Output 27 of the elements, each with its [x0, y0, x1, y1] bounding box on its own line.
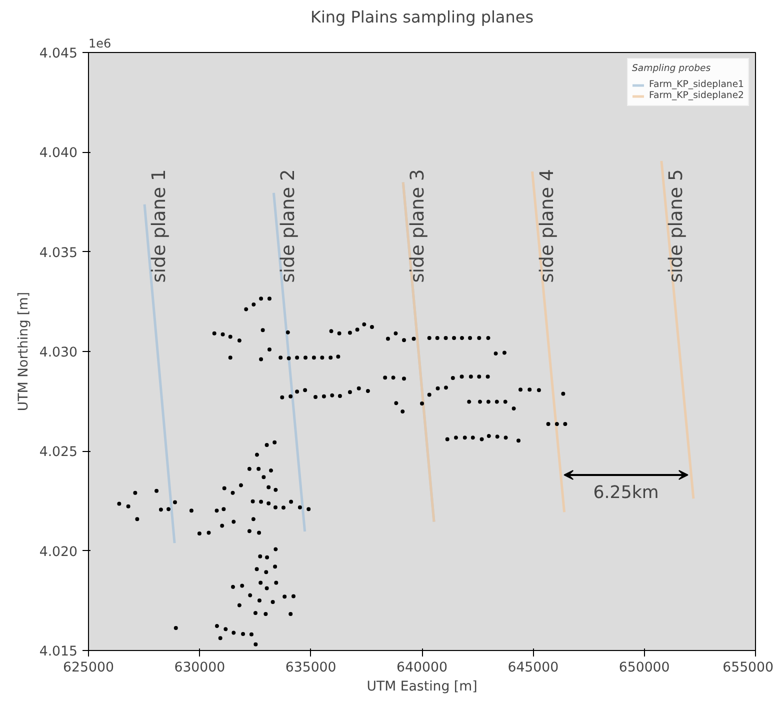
annotation: side plane 1 [149, 169, 170, 283]
y-tick-label: 4.015 [39, 644, 78, 660]
x-tick-label: 640000 [396, 660, 448, 676]
x-tick-label: 650000 [618, 660, 670, 676]
y-axis-title: UTM Northing [m] [16, 292, 32, 412]
y-tick-label: 4.035 [39, 246, 78, 261]
x-tick-label: 645000 [508, 660, 559, 676]
chart-title: King Plains sampling planes [310, 8, 534, 26]
legend-title: Sampling probes [632, 63, 712, 74]
x-tick-label: 655000 [722, 660, 773, 676]
x-tick-label: 635000 [285, 660, 336, 676]
y-tick-label: 4.025 [39, 445, 78, 460]
x-tick-label: 630000 [174, 660, 226, 676]
y-tick-label: 4.040 [39, 146, 78, 162]
x-tick-label: 625000 [63, 660, 114, 676]
text: 1e6 [88, 36, 112, 50]
legend-label: Farm_KP_sideplane2 [649, 90, 744, 101]
legend-label: Farm_KP_sideplane1 [649, 79, 744, 90]
y-tick-label: 4.030 [39, 346, 78, 360]
annotation: 6.25km [593, 482, 659, 503]
x-axis-title: UTM Easting [m] [366, 680, 478, 694]
annotation: side plane 4 [536, 169, 558, 283]
annotation: side plane 2 [278, 169, 300, 283]
y-tick-label: 4.045 [39, 46, 78, 62]
y-tick-label: 4.020 [39, 544, 78, 560]
annotation: side plane 5 [666, 169, 687, 283]
annotation: side plane 3 [408, 169, 429, 283]
